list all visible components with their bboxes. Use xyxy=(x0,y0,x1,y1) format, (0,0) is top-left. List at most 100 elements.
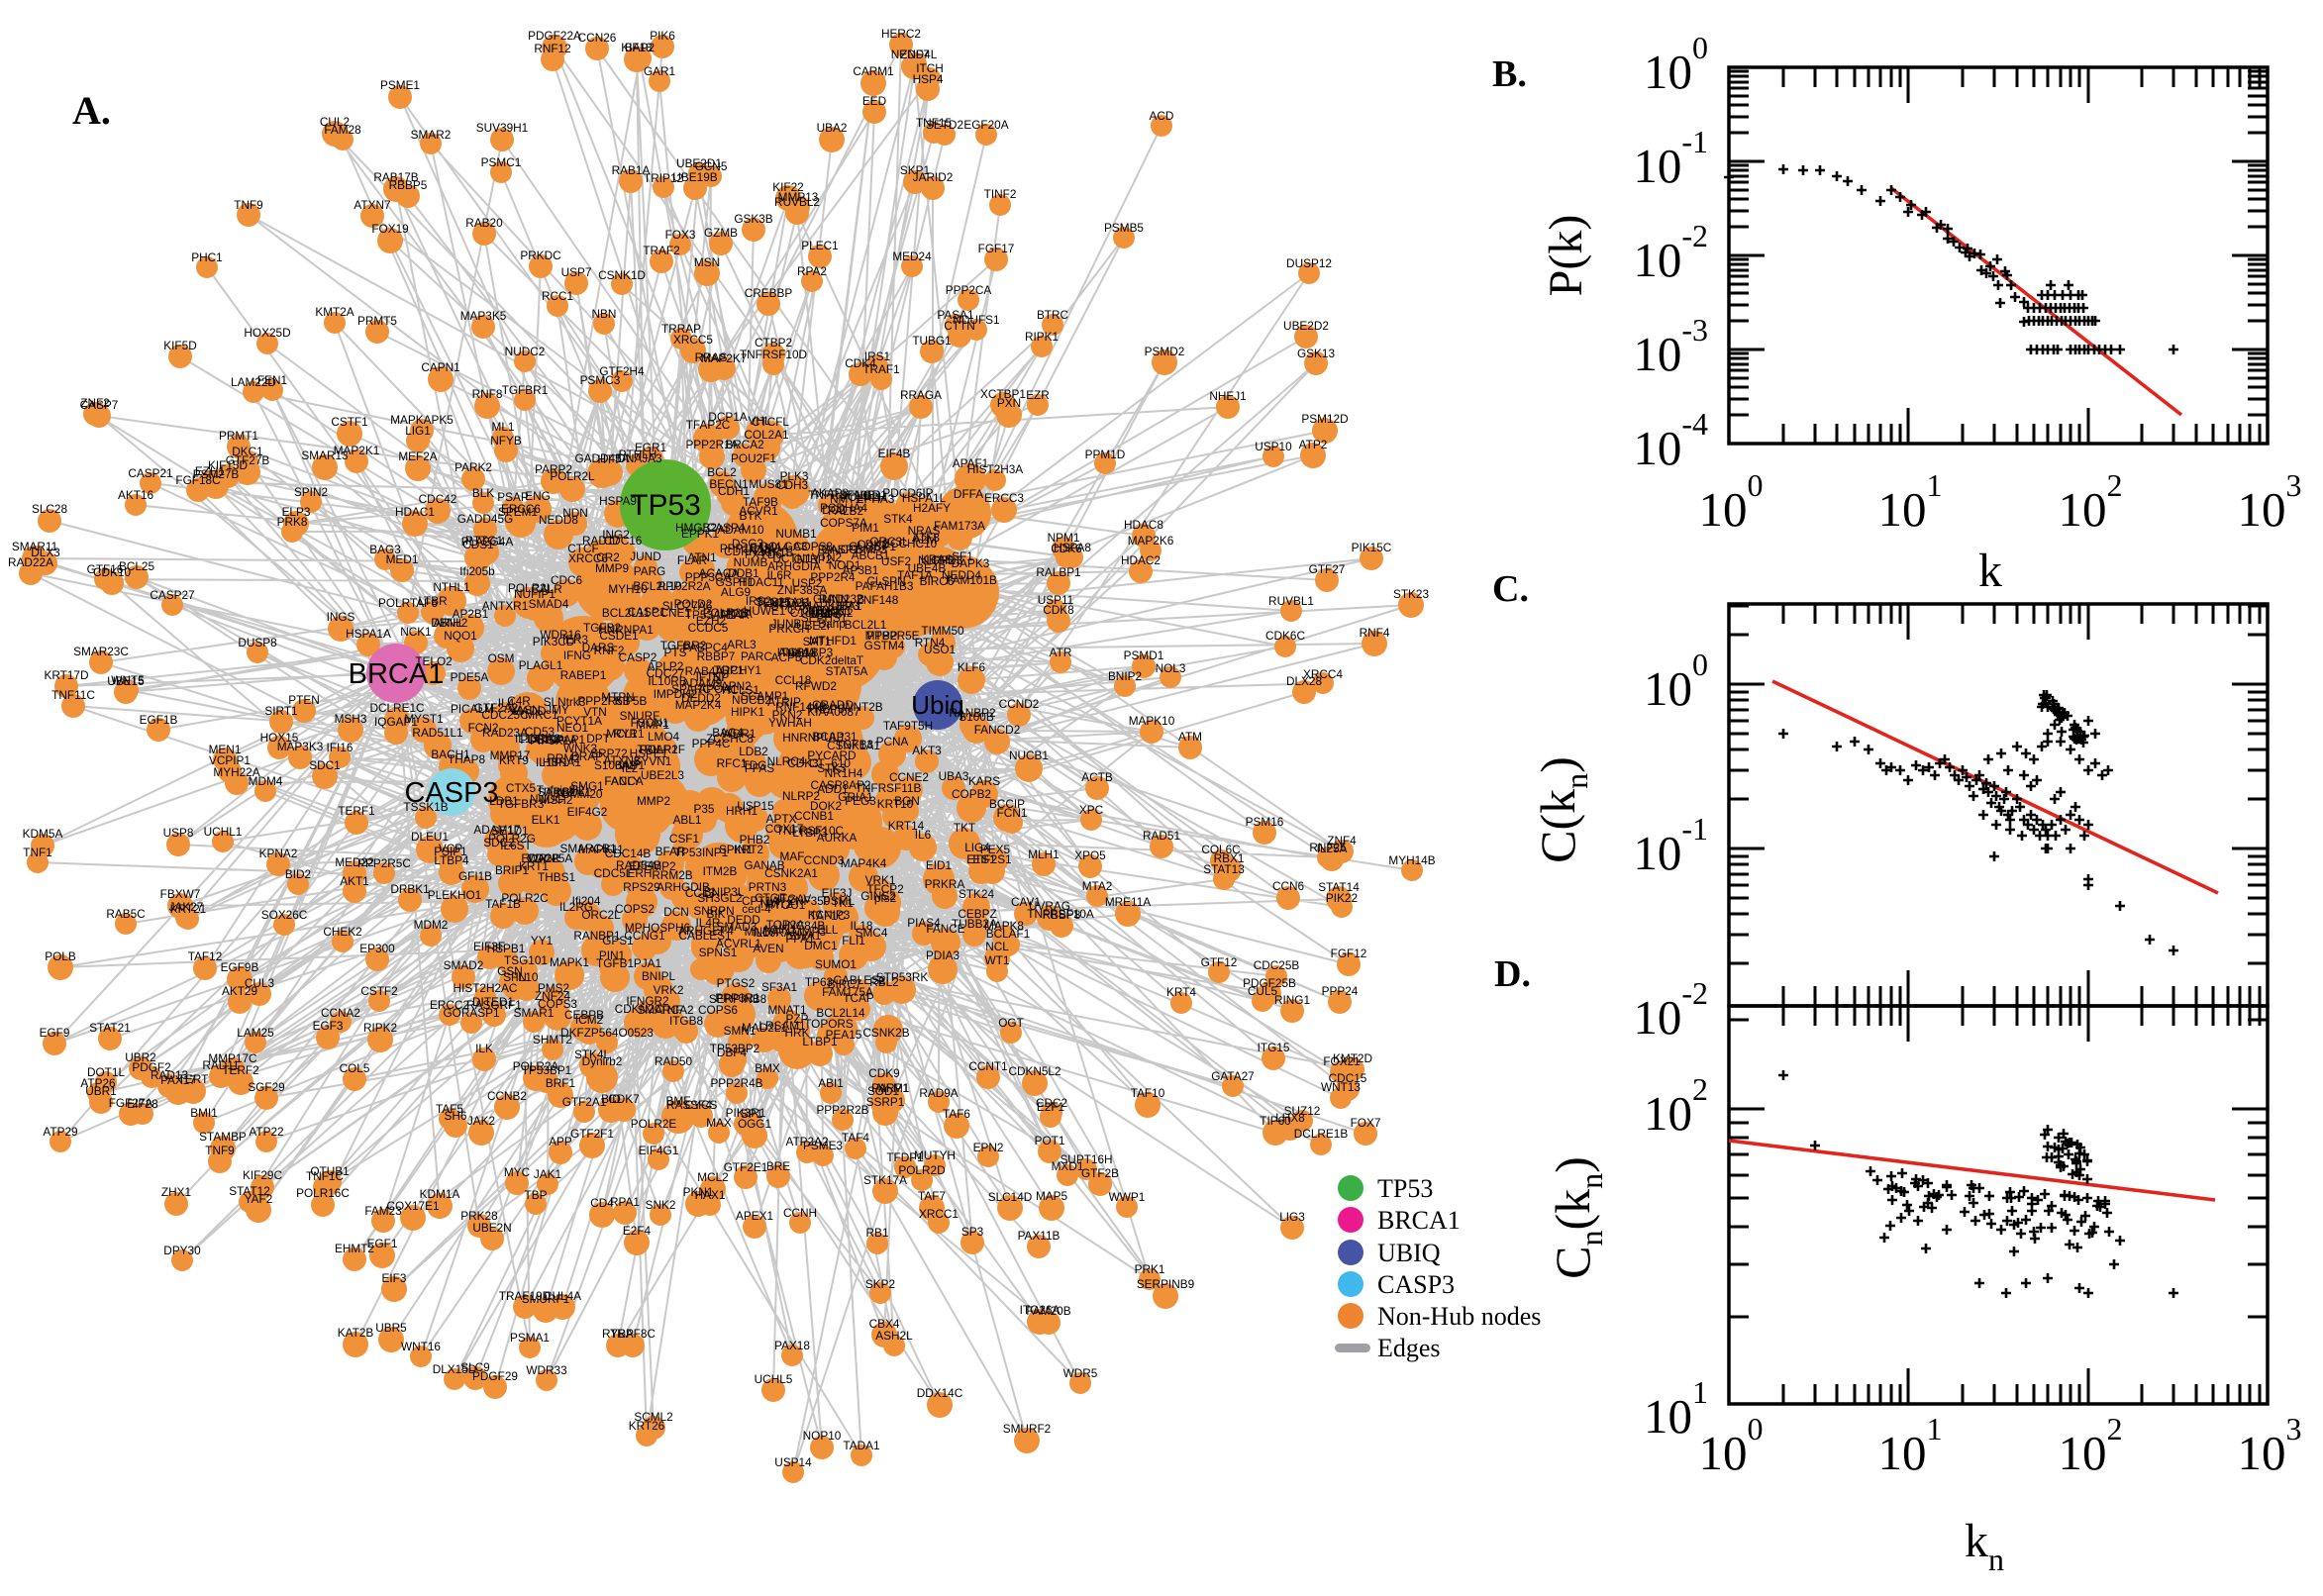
svg-text:PDGF25B: PDGF25B xyxy=(1243,976,1296,990)
svg-text:CYCS: CYCS xyxy=(685,1098,718,1112)
svg-text:NEDD4L: NEDD4L xyxy=(891,48,938,61)
svg-text:VTN: VTN xyxy=(583,705,607,719)
svg-text:ATXN3: ATXN3 xyxy=(603,753,641,767)
svg-text:PIK22: PIK22 xyxy=(1326,891,1358,905)
svg-text:PPP2R2B: PPP2R2B xyxy=(816,1103,868,1117)
svg-text:SMAD2: SMAD2 xyxy=(444,958,484,972)
svg-text:BRF1: BRF1 xyxy=(546,1076,575,1090)
svg-text:HSPA1L: HSPA1L xyxy=(902,491,947,505)
svg-text:GRIA1: GRIA1 xyxy=(838,790,872,804)
svg-text:ACVRL1: ACVRL1 xyxy=(716,937,761,950)
svg-text:JARID2: JARID2 xyxy=(913,170,954,184)
svg-text:MAPK1: MAPK1 xyxy=(550,955,589,969)
svg-text:PPP3CA: PPP3CA xyxy=(685,570,732,584)
svg-text:ELK1: ELK1 xyxy=(532,813,560,827)
svg-text:MAP3K3: MAP3K3 xyxy=(277,740,324,753)
svg-text:NUDC: NUDC xyxy=(530,792,564,806)
svg-text:PSMA1: PSMA1 xyxy=(510,1331,550,1345)
svg-text:DCLRE1C: DCLRE1C xyxy=(369,701,425,715)
svg-text:PPP2CA: PPP2CA xyxy=(946,283,992,297)
svg-text:MRC1: MRC1 xyxy=(525,708,557,722)
svg-text:DCD: DCD xyxy=(822,503,848,517)
svg-text:MAF: MAF xyxy=(780,849,805,863)
svg-text:ZNF350: ZNF350 xyxy=(788,894,831,908)
svg-text:ARHGDIA: ARHGDIA xyxy=(767,559,821,573)
svg-text:MTPN: MTPN xyxy=(601,690,634,704)
svg-text:APTX: APTX xyxy=(766,812,797,826)
svg-text:WWP1: WWP1 xyxy=(1109,1190,1146,1204)
svg-text:PSIP1: PSIP1 xyxy=(434,845,466,858)
svg-text:CDH3: CDH3 xyxy=(776,478,809,492)
svg-text:RB1: RB1 xyxy=(866,1226,889,1240)
svg-text:FXYD6: FXYD6 xyxy=(745,548,782,561)
svg-text:DLX3: DLX3 xyxy=(31,546,60,559)
svg-text:CCNB1: CCNB1 xyxy=(794,809,834,823)
svg-text:TNF15: TNF15 xyxy=(916,116,952,130)
svg-text:COPS2: COPS2 xyxy=(615,902,655,916)
svg-text:NOP10: NOP10 xyxy=(803,1429,842,1443)
svg-text:POLR2C: POLR2C xyxy=(501,891,549,905)
svg-text:MAP2K7: MAP2K7 xyxy=(701,351,748,365)
svg-text:FAM173A: FAM173A xyxy=(934,519,985,533)
svg-text:PIP5K1A: PIP5K1A xyxy=(530,734,577,748)
svg-text:CASP21: CASP21 xyxy=(128,466,172,480)
svg-text:SLC27A6: SLC27A6 xyxy=(662,599,713,613)
svg-text:PRKDC: PRKDC xyxy=(520,249,561,262)
svg-text:MMP3: MMP3 xyxy=(792,925,827,939)
svg-text:PMS2: PMS2 xyxy=(538,981,569,995)
svg-text:CUL1: CUL1 xyxy=(561,785,591,799)
svg-text:BRCA2: BRCA2 xyxy=(725,438,763,451)
svg-text:FSCN1: FSCN1 xyxy=(631,716,669,730)
svg-text:ATN1: ATN1 xyxy=(687,550,716,564)
svg-text:COX17E1: COX17E1 xyxy=(386,1199,439,1213)
svg-text:COL2A1: COL2A1 xyxy=(744,428,788,442)
svg-text:ITGB1BP3: ITGB1BP3 xyxy=(777,646,834,659)
svg-text:USP15: USP15 xyxy=(737,799,774,813)
svg-text:ERCC2: ERCC2 xyxy=(430,998,469,1012)
svg-text:PPP3R1: PPP3R1 xyxy=(715,991,759,1005)
svg-text:DARS: DARS xyxy=(582,641,615,654)
svg-text:GADD45G: GADD45G xyxy=(457,512,513,526)
svg-text:BCL2: BCL2 xyxy=(707,465,737,479)
svg-text:TNF9: TNF9 xyxy=(234,198,263,212)
svg-text:GFI1B: GFI1B xyxy=(458,869,492,883)
svg-text:HDAC11: HDAC11 xyxy=(739,575,784,589)
svg-text:EZR: EZR xyxy=(1026,388,1050,402)
svg-text:NUMB: NUMB xyxy=(734,555,768,569)
svg-text:RTN4: RTN4 xyxy=(915,636,946,649)
svg-text:PSAP: PSAP xyxy=(497,490,529,504)
svg-text:ARHGDIB: ARHGDIB xyxy=(656,880,710,894)
svg-text:KDM1A: KDM1A xyxy=(420,1187,460,1201)
svg-text:USP10: USP10 xyxy=(1255,440,1292,453)
svg-text:USP8: USP8 xyxy=(163,826,194,840)
svg-text:NEO1: NEO1 xyxy=(556,721,588,735)
svg-text:SNK2: SNK2 xyxy=(646,1198,676,1212)
svg-text:KRT10: KRT10 xyxy=(877,797,914,811)
svg-text:BRIP1: BRIP1 xyxy=(495,863,529,877)
svg-text:PRKCH: PRKCH xyxy=(768,622,809,636)
svg-text:PDCD6IP: PDCD6IP xyxy=(882,486,933,500)
svg-text:GTBP2: GTBP2 xyxy=(794,552,833,566)
svg-text:TIMM50: TIMM50 xyxy=(921,624,964,638)
svg-text:NLRP2: NLRP2 xyxy=(782,789,820,803)
svg-text:COPS3: COPS3 xyxy=(538,997,577,1011)
svg-text:kn: kn xyxy=(1965,1515,2004,1577)
svg-text:GRIPAP1: GRIPAP1 xyxy=(536,733,585,747)
svg-text:IQGAP1: IQGAP1 xyxy=(374,715,418,729)
svg-text:MAPK8IP3: MAPK8IP3 xyxy=(802,599,859,613)
svg-text:SMAD3: SMAD3 xyxy=(717,920,758,934)
svg-text:HIST2H3A: HIST2H3A xyxy=(967,462,1024,476)
svg-text:CASP7: CASP7 xyxy=(80,398,119,412)
svg-text:ERCC3: ERCC3 xyxy=(984,491,1024,505)
svg-text:EGR1: EGR1 xyxy=(635,441,666,454)
svg-text:SMC4: SMC4 xyxy=(856,926,888,940)
svg-text:TERT: TERT xyxy=(178,1072,209,1086)
svg-text:RAD9A: RAD9A xyxy=(919,1086,958,1100)
svg-text:POLR2E: POLR2E xyxy=(631,1117,677,1131)
svg-text:PHC1: PHC1 xyxy=(191,250,222,264)
svg-text:CDK6: CDK6 xyxy=(1051,542,1082,555)
svg-text:GSK3B: GSK3B xyxy=(734,212,772,226)
svg-text:CPT1A: CPT1A xyxy=(742,894,779,908)
svg-text:CDK8: CDK8 xyxy=(1043,603,1074,617)
svg-text:SE1D1: SE1D1 xyxy=(491,824,528,838)
